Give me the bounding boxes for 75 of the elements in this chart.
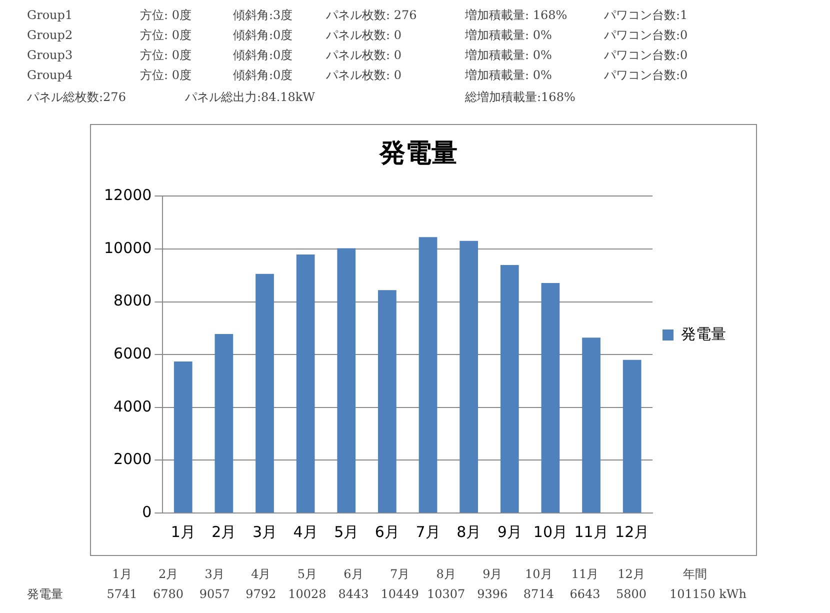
x-tick-label: 6月 — [374, 522, 400, 541]
text: パネル枚数: 0 — [326, 28, 402, 42]
text: 6780 — [153, 587, 184, 601]
text: 方位: 0度 — [140, 8, 192, 22]
category-label: 11月 — [571, 567, 599, 581]
text: 101150 kWh — [670, 587, 746, 601]
text: パワコン台数:0 — [604, 28, 688, 42]
text: 傾斜角:0度 — [233, 28, 293, 42]
text: 増加積載量: 0% — [465, 68, 552, 82]
text: Group4 — [27, 68, 73, 82]
x-tick-label: 4月 — [293, 522, 318, 541]
x-tick-label: 5月 — [334, 522, 359, 541]
text: パネル総出力:84.18kW — [185, 90, 316, 104]
category-label: 7月 — [390, 567, 410, 581]
x-tick-label: 12月 — [615, 522, 650, 541]
y-tick-label: 12000 — [104, 186, 152, 204]
text: 5800 — [616, 587, 647, 601]
x-tick-label: 8月 — [456, 522, 482, 541]
text: 傾斜角:0度 — [233, 48, 293, 62]
text: 方位: 0度 — [140, 28, 192, 42]
text: パネル枚数: 0 — [326, 68, 402, 82]
text: Group3 — [27, 48, 73, 62]
legend-label: 発電量 — [681, 324, 726, 343]
x-tick-label: 2月 — [212, 522, 236, 541]
text: 10449 — [380, 587, 419, 601]
category-label: 8月 — [436, 567, 456, 581]
text: 発電量 — [27, 587, 63, 601]
text: パネル枚数: 0 — [326, 48, 402, 62]
x-tick-label: 11月 — [574, 522, 608, 541]
text: 傾斜角:3度 — [233, 8, 293, 22]
category-label: 6月 — [344, 567, 364, 581]
text: 方位: 0度 — [140, 48, 192, 62]
category-label: 1月 — [112, 567, 132, 581]
y-tick-label: 0 — [142, 502, 152, 521]
text: 9057 — [199, 587, 230, 601]
y-tick-label: 8000 — [114, 292, 152, 310]
text: Group2 — [27, 28, 73, 42]
text: パワコン台数:0 — [604, 48, 688, 62]
text: 8714 — [523, 587, 554, 601]
text: 年間 — [683, 567, 707, 581]
chart-title: 発電量 — [378, 138, 458, 168]
text: パネル総枚数:276 — [27, 90, 126, 104]
y-tick-label: 4000 — [114, 397, 152, 416]
text: 増加積載量: 0% — [465, 48, 552, 62]
text: 総増加積載量:168% — [465, 90, 576, 104]
x-tick-label: 10月 — [533, 522, 568, 541]
category-label: 5月 — [297, 567, 318, 581]
y-tick-label: 6000 — [114, 344, 152, 362]
category-label: 12月 — [618, 567, 645, 581]
category-label: 2月 — [158, 567, 178, 581]
text: 傾斜角:0度 — [233, 68, 293, 82]
category-label: 4月 — [251, 567, 271, 581]
text: 9792 — [246, 587, 276, 601]
text: パワコン台数:1 — [604, 8, 688, 22]
text: 10028 — [288, 587, 326, 601]
x-tick-label: 7月 — [416, 522, 440, 541]
text: パワコン台数:0 — [604, 68, 688, 82]
x-tick-label: 3月 — [252, 522, 278, 541]
text: 増加積載量: 0% — [465, 28, 552, 42]
x-tick-label: 1月 — [170, 522, 196, 541]
text: Group1 — [27, 8, 73, 22]
text: 増加積載量: 168% — [465, 8, 568, 22]
text: 10307 — [427, 587, 466, 601]
category-label: 9月 — [482, 567, 502, 581]
y-tick-label: 2000 — [114, 450, 152, 468]
category-label: 10月 — [525, 567, 552, 581]
category-label: 3月 — [204, 567, 224, 581]
text: 方位: 0度 — [140, 68, 192, 82]
text: 6643 — [570, 587, 600, 601]
x-tick-label: 9月 — [497, 522, 522, 541]
y-tick-label: 10000 — [104, 238, 152, 257]
text: 5741 — [106, 587, 138, 601]
text: パネル枚数: 276 — [326, 8, 417, 22]
text: 9396 — [477, 587, 508, 601]
text: 8443 — [338, 587, 369, 601]
